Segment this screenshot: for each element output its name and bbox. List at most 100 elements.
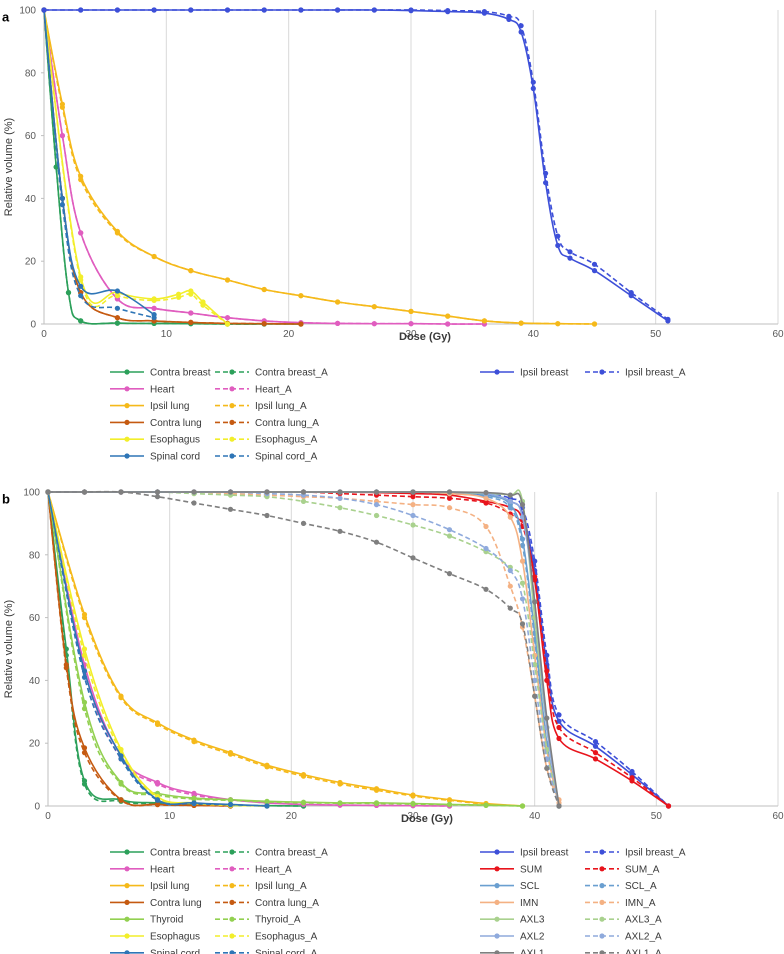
data-point-spinal-cord-a <box>59 202 65 208</box>
series-line-axl1 <box>47 491 560 807</box>
legend: Contra breast Contra breast_A Heart Heart_A… <box>110 848 686 954</box>
x-tick-label: 30 <box>405 329 417 340</box>
data-point-axl1-a <box>300 520 307 527</box>
chart-panel-a: a 0 10 20 30 40 50 60 0 20 40 60 80 100 Dose (Gy) Relat… <box>2 6 784 463</box>
data-point-ipsil-lung-a <box>337 781 343 787</box>
data-point-thyroid-a <box>337 800 343 806</box>
legend-label-axl1-a: AXL1_A <box>625 948 662 954</box>
data-point-ipsil-lung-a <box>555 321 561 327</box>
data-point-ipsil-lung-a <box>78 177 84 183</box>
data-point-contra-breast-a <box>81 781 88 787</box>
series-line-spinal-cord-a <box>47 491 268 807</box>
data-point-ipsil-breast-a <box>567 249 573 255</box>
data-point-spinal-cord-a <box>118 756 124 762</box>
data-point-ipsil-breast-a <box>544 652 550 658</box>
legend-label-spinal-cord: Spinal cord <box>150 948 200 954</box>
data-point-ipsil-breast-a <box>445 8 451 14</box>
data-point-sum-a <box>532 574 538 580</box>
y-tick-label: 100 <box>23 488 40 499</box>
x-axis-label: Dose (Gy) <box>399 331 451 343</box>
y-tick-label: 0 <box>34 802 40 813</box>
legend-marker-axl1-a <box>599 950 605 954</box>
data-point-axl1-a <box>154 494 161 500</box>
series-line-axl2-a <box>47 491 560 807</box>
legend-label-contra-lung-a: Contra lung_A <box>255 898 319 909</box>
data-point-axl3-a <box>410 522 416 528</box>
data-point-axl2-a <box>519 596 526 602</box>
data-point-ipsil-lung-a <box>114 230 120 236</box>
data-point-ipsil-lung-a <box>300 773 307 779</box>
legend-marker-contra-breast <box>124 369 130 375</box>
data-point-ipsil-breast-a <box>629 768 635 775</box>
legend-label-heart-a: Heart_A <box>255 864 292 875</box>
data-point-sum-a <box>544 668 550 674</box>
y-tick-label: 40 <box>25 194 37 205</box>
legend-marker-esophagus-a <box>229 436 235 442</box>
legend-label-scl-a: SCL_A <box>625 881 657 892</box>
data-point-sum <box>592 756 599 762</box>
x-tick-label: 30 <box>407 811 419 822</box>
legend-marker-scl-a <box>599 883 605 889</box>
data-point-axl1-a <box>337 528 343 534</box>
legend-marker-axl1 <box>494 950 500 954</box>
legend-label-esophagus-a: Esophagus_A <box>255 932 318 943</box>
legend-label-thyroid-a: Thyroid_A <box>255 915 301 926</box>
data-point-thyroid-a <box>191 796 197 802</box>
panel-label: a <box>2 10 10 25</box>
y-tick-label: 40 <box>29 676 41 687</box>
data-point-ipsil-breast <box>518 29 524 35</box>
data-point-imn <box>483 495 489 501</box>
y-axis-label: Relative volume (%) <box>3 118 15 216</box>
x-tick-label: 40 <box>529 811 541 822</box>
y-axis-label: Relative volume (%) <box>3 600 15 698</box>
data-point-axl1-a <box>118 489 124 495</box>
data-point-spinal-cord-a <box>114 305 120 311</box>
x-tick-label: 60 <box>772 329 784 340</box>
data-point-heart-a <box>154 781 161 787</box>
data-point-axl2-a <box>483 545 489 552</box>
legend-label-esophagus: Esophagus <box>150 932 200 943</box>
legend-marker-thyroid-a <box>229 916 235 922</box>
data-point-contra-breast-a <box>114 320 120 326</box>
data-point-ipsil-lung-a <box>445 313 451 319</box>
legend-marker-ipsil-lung-a <box>229 403 235 409</box>
data-point-axl1-a <box>519 621 526 627</box>
data-point-esophagus-a <box>114 293 120 299</box>
data-point-ipsil-breast-a <box>114 7 120 13</box>
data-point-spinal-cord-a <box>81 674 88 680</box>
legend-marker-esophagus-a <box>229 933 235 939</box>
legend-label-contra-breast: Contra breast <box>150 368 211 379</box>
legend-label-ipsil-breast: Ipsil breast <box>520 848 569 859</box>
legend-label-axl2-a: AXL2_A <box>625 932 662 943</box>
data-point-esophagus-a <box>81 652 88 658</box>
series-line-esophagus-a <box>43 9 228 325</box>
legend-label-contra-breast-a: Contra breast_A <box>255 848 328 859</box>
data-point-ipsil-breast-a <box>530 79 536 85</box>
data-point-thyroid-a <box>483 802 489 809</box>
x-axis-label: Dose (Gy) <box>401 813 453 825</box>
data-point-heart-a <box>188 310 194 316</box>
data-point-spinal-cord-a <box>151 315 157 321</box>
legend-label-axl3-a: AXL3_A <box>625 915 662 926</box>
legend-label-axl3: AXL3 <box>520 915 545 926</box>
data-point-imn-a <box>507 583 513 589</box>
legend-marker-heart-a <box>229 866 235 872</box>
data-point-imn-a <box>410 502 416 508</box>
data-point-ipsil-breast-a <box>78 7 84 13</box>
legend-marker-contra-lung-a <box>229 899 235 906</box>
series-line-heart-a <box>43 9 485 325</box>
data-point-axl3-a <box>446 533 453 539</box>
legend-label-contra-breast: Contra breast <box>150 848 211 859</box>
data-point-axl1-a <box>544 765 550 771</box>
x-tick-label: 50 <box>650 329 662 340</box>
legend-marker-ipsil-breast-a <box>599 849 605 855</box>
data-point-ipsil-lung-a <box>481 318 487 324</box>
legend: Contra breast Contra breast_A Heart Heart_A… <box>110 368 686 463</box>
legend-marker-axl3-a <box>599 916 605 922</box>
data-point-axl2 <box>507 498 513 504</box>
data-point-sum-a <box>446 495 453 501</box>
series-line-sum <box>47 491 669 807</box>
legend-label-contra-lung-a: Contra lung_A <box>255 418 319 429</box>
data-point-axl2-a <box>532 677 538 684</box>
